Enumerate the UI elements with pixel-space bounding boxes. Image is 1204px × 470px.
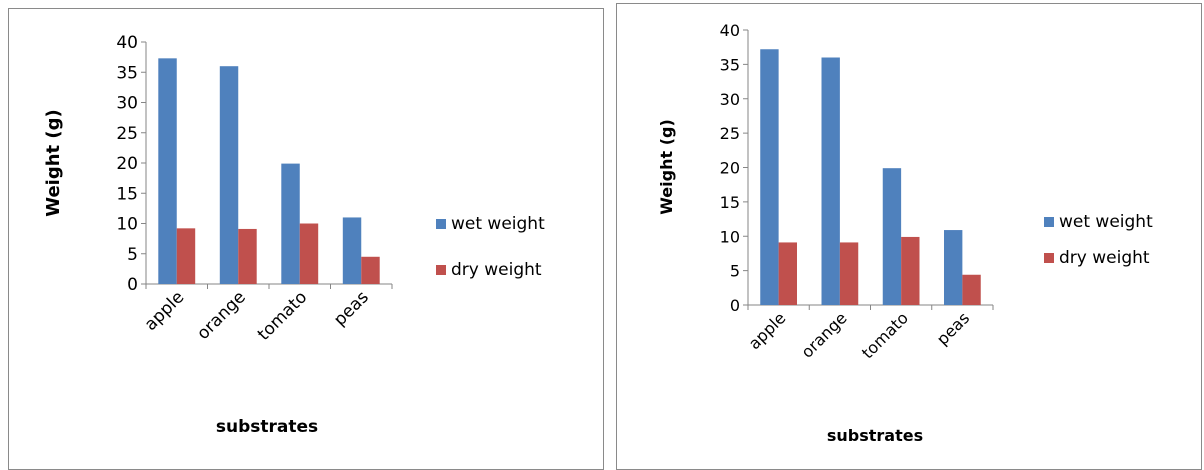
left-y-axis-title: Weight (g) <box>43 109 64 217</box>
left-bar-wet-weight-peas <box>342 217 362 284</box>
right-category-label: orange <box>797 308 850 361</box>
left-category-label: peas <box>330 287 373 330</box>
right-y-tick-label: 20 <box>720 159 740 178</box>
left-y-tick-label: 0 <box>127 275 138 295</box>
right-y-tick-label: 15 <box>720 193 740 212</box>
right-category-label: tomato <box>858 308 912 362</box>
left-legend-label: dry weight <box>451 260 542 280</box>
left-y-tick-label: 10 <box>116 215 138 235</box>
left-y-tick-label: 5 <box>127 245 138 265</box>
right-bar-dry-weight-apple <box>778 242 797 305</box>
left-bar-dry-weight-apple <box>176 228 196 284</box>
left-y-tick-label: 15 <box>116 184 138 204</box>
left-legend-label: wet weight <box>451 214 545 234</box>
left-bar-wet-weight-orange <box>219 66 239 284</box>
right-y-tick-label: 5 <box>730 262 740 281</box>
right-legend-label: dry weight <box>1059 248 1150 268</box>
left-y-tick-label: 30 <box>116 94 138 114</box>
right-legend-swatch <box>1044 253 1054 263</box>
right-y-tick-label: 35 <box>720 55 740 74</box>
left-bar-wet-weight-tomato <box>281 163 300 284</box>
left-bar-dry-weight-peas <box>361 256 380 284</box>
left-legend-swatch <box>436 219 446 229</box>
left-category-label: tomato <box>254 287 311 344</box>
right-legend-label: wet weight <box>1059 212 1153 232</box>
right-x-axis-title: substrates <box>827 426 923 445</box>
left-legend-swatch <box>436 265 446 275</box>
right-bar-wet-weight-apple <box>760 49 779 305</box>
right-y-tick-label: 0 <box>730 296 740 315</box>
right-category-label: peas <box>933 308 973 348</box>
chart-panel-right: 0 5 10 15 20 25 30 35 40 apple orange tomato peas Wei… <box>616 3 1202 470</box>
left-y-tick-label: 40 <box>116 33 138 53</box>
right-y-tick-label: 25 <box>720 124 740 143</box>
right-bar-wet-weight-tomato <box>882 168 902 305</box>
chart-panel-left: 0 5 10 15 20 25 30 35 40 apple orange tomato peas Wei… <box>8 8 604 470</box>
left-x-axis-title: substrates <box>216 417 318 437</box>
right-bar-dry-weight-peas <box>962 274 981 305</box>
right-y-tick-label: 30 <box>720 90 740 109</box>
left-y-tick-label: 35 <box>116 63 138 83</box>
bar-chart-left: 0 5 10 15 20 25 30 35 40 apple orange tomato peas Wei… <box>43 33 545 437</box>
right-bar-dry-weight-tomato <box>901 236 920 305</box>
left-category-label: apple <box>141 287 189 335</box>
right-y-axis-title: Weight (g) <box>657 119 676 215</box>
left-y-tick-label: 20 <box>116 154 138 174</box>
bar-chart-right: 0 5 10 15 20 25 30 35 40 apple orange tomato peas Wei… <box>657 21 1153 445</box>
right-legend-swatch <box>1044 217 1054 227</box>
left-y-tick-label: 25 <box>116 124 138 144</box>
left-bar-dry-weight-tomato <box>299 223 319 284</box>
right-y-tick-label: 40 <box>720 21 740 40</box>
right-category-label: apple <box>745 308 790 353</box>
right-bar-wet-weight-orange <box>821 57 840 305</box>
left-bar-dry-weight-orange <box>238 228 257 284</box>
left-category-label: orange <box>193 287 249 343</box>
right-y-tick-label: 10 <box>720 227 740 246</box>
right-bar-dry-weight-orange <box>839 242 859 305</box>
left-bar-wet-weight-apple <box>158 58 177 285</box>
right-bar-wet-weight-peas <box>944 230 963 305</box>
